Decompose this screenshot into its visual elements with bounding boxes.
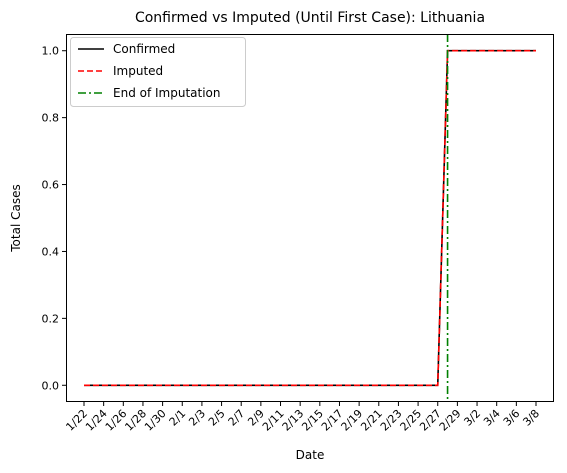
x-tick-label: 3/6 [501,407,523,429]
legend-label: Imputed [113,64,163,78]
series-line-imputed [84,49,536,387]
y-tick-label: 0.2 [42,312,60,325]
legend-label: End of Imputation [113,86,221,100]
legend-box [70,37,246,107]
y-tick-label: 0.4 [42,245,60,258]
x-tick-label: 2/5 [206,407,228,429]
x-tick-label: 2/29 [437,407,464,434]
y-tick-label: 1.0 [42,45,60,58]
legend-label: Confirmed [113,42,175,56]
x-tick-label: 1/30 [142,407,169,434]
chart-title: Confirmed vs Imputed (Until First Case):… [135,10,485,26]
y-tick-label: 0.6 [42,179,60,192]
x-tick-label: 3/2 [461,407,483,429]
y-tick-label: 0.0 [42,379,60,392]
x-tick-label: 3/4 [481,407,503,429]
x-tick-label: 3/8 [520,407,542,429]
x-tick-label: 2/3 [186,407,208,429]
plot-frame [66,34,554,402]
y-axis-label: Total Cases [9,184,23,252]
x-axis-label: Date [296,448,325,462]
x-tick-label: 2/7 [226,407,248,429]
y-tick-label: 0.8 [42,112,60,125]
x-tick-label: 2/1 [167,407,189,429]
legend: Confirmed Imputed End of Imputation [70,37,246,107]
